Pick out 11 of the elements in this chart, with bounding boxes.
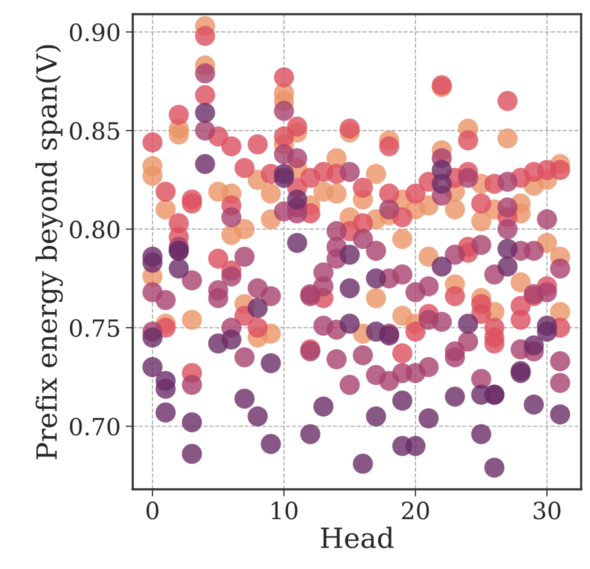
- y-tick-label: 0.90: [70, 23, 120, 42]
- y-axis-title: Prefix energy beyond span(V): [36, 45, 63, 460]
- y-tick-label: 0.85: [70, 122, 120, 140]
- x-tick-label: 10: [272, 502, 298, 520]
- x-tick-label: 20: [402, 502, 429, 520]
- x-tick-label: 0: [146, 502, 158, 520]
- y-tick-label: 0.70: [70, 418, 120, 436]
- x-axis-title: Head: [320, 526, 394, 548]
- y-tick-label: 0.75: [70, 319, 120, 337]
- x-tick-label: 30: [534, 502, 560, 520]
- y-tick-label: 0.80: [70, 220, 120, 238]
